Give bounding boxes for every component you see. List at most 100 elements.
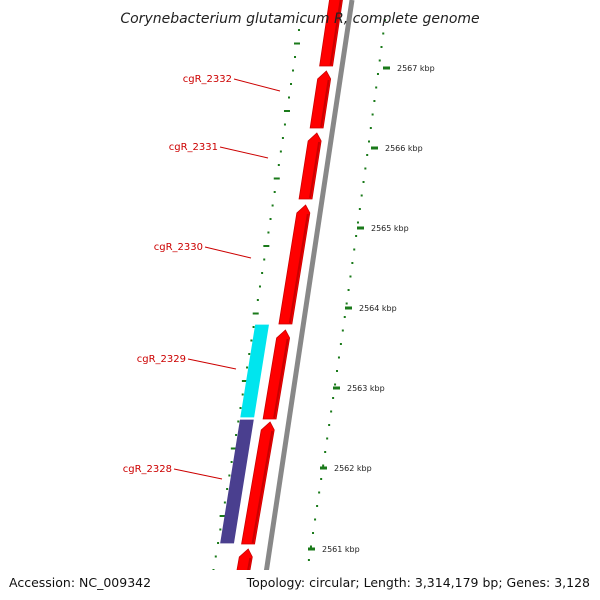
leader-line (233, 78, 281, 92)
kbp-tick-mark (357, 226, 364, 230)
tick-dot (373, 100, 376, 102)
forward-gene-arrow (309, 70, 332, 129)
genome-title: Corynebacterium glutamicum R, complete g… (120, 11, 479, 27)
kbp-tick-label: 2567 kbp (397, 64, 435, 73)
tick-dot (256, 299, 259, 301)
tick-dot (246, 366, 249, 369)
leader-line (187, 358, 237, 370)
tick-dot (345, 302, 348, 305)
tick-dot (349, 275, 352, 278)
tick-dot (358, 208, 361, 210)
kbp-tick-mark (308, 547, 315, 551)
tick-dot (277, 164, 280, 166)
gene-label-cgR_2329: cgR_2329 (137, 354, 186, 365)
gene-shading (251, 430, 274, 544)
tick-dot (320, 478, 323, 480)
kbp-tick-label: 2566 kbp (385, 144, 423, 153)
gene-shading (273, 338, 289, 419)
reverse-strand-genes (220, 324, 269, 544)
tick-dot (263, 245, 270, 247)
tick-dot (241, 393, 244, 396)
forward-gene-arrow (298, 132, 322, 200)
tick-dot (364, 167, 367, 170)
gene-shading (329, 0, 342, 66)
gene-label-cgR_2332: cgR_2332 (183, 74, 232, 85)
tick-dot (324, 451, 327, 453)
gene-label-cgR_2330: cgR_2330 (154, 242, 203, 253)
tick-dot (283, 123, 286, 126)
gene-shading (309, 141, 321, 199)
tick-dot (228, 474, 231, 477)
tick-dot (219, 528, 222, 531)
tick-dot (341, 329, 344, 332)
tick-dot (332, 397, 335, 399)
tick-dot (269, 218, 272, 220)
tick-dot (351, 262, 354, 264)
tick-dot (297, 29, 300, 31)
tick-dot (235, 434, 238, 436)
tick-dot (309, 545, 312, 548)
tick-dot (230, 461, 233, 463)
tick-dot (369, 127, 372, 129)
tick-dot (281, 137, 284, 139)
tick-dot (248, 353, 251, 355)
tick-dot (334, 383, 337, 386)
gene-shading (288, 213, 309, 324)
tick-dot (362, 181, 365, 183)
tick-dot (241, 380, 248, 382)
tick-dot (271, 204, 274, 207)
kbp-tick-mark (383, 66, 390, 70)
tick-dot (318, 491, 321, 494)
backbone-line (259, 0, 355, 600)
tick-dot (328, 424, 331, 426)
tick-dot (330, 410, 333, 413)
tick-dot (312, 532, 315, 534)
kbp-tick-label: 2562 kbp (334, 464, 372, 473)
tick-dot (347, 289, 350, 291)
tick-dot (380, 46, 383, 48)
kbp-ticks: 2567 kbp 2566 kbp 2565 kbp 2564 kbp 2563 kbp… (308, 64, 435, 554)
backbone-highlight (255, 0, 347, 600)
tick-dot (230, 447, 237, 450)
tick-dot (263, 258, 266, 261)
tick-dot (252, 312, 259, 315)
reverse-gene-purple (220, 419, 254, 544)
kbp-tick-mark (345, 306, 352, 310)
tick-dot (252, 326, 255, 328)
tick-dot (322, 464, 325, 467)
kbp-tick-label: 2564 kbp (359, 304, 397, 313)
leader-line (219, 146, 269, 159)
forward-gene-arrow (319, 0, 343, 67)
tick-dot (316, 505, 319, 507)
tick-dot (283, 110, 290, 112)
tick-dot (290, 83, 293, 85)
tick-dot (219, 515, 226, 517)
kbp-tick-mark (320, 466, 327, 470)
tick-dot (376, 73, 379, 75)
topology-text: Topology: circular; Length: 3,314,179 bp… (246, 575, 590, 590)
reverse-gene-cyan (240, 324, 269, 418)
tick-dot (368, 140, 371, 143)
tick-dot (383, 19, 386, 21)
forward-gene-arrow (262, 329, 291, 420)
kbp-tick-mark (371, 146, 378, 150)
tick-dot (258, 285, 261, 288)
leader-line (204, 246, 252, 259)
tick-dot (366, 154, 369, 156)
tick-dot (294, 42, 301, 45)
tick-dot (337, 356, 340, 359)
tick-dot (217, 542, 220, 544)
tick-dot (336, 370, 339, 372)
forward-gene-arrow (241, 421, 275, 545)
tick-dot (267, 231, 270, 234)
tick-dot (226, 488, 229, 490)
leader-line (173, 468, 223, 480)
tick-dot (307, 559, 310, 561)
kbp-tick-label: 2565 kbp (371, 224, 409, 233)
forward-strand-genes (231, 0, 343, 600)
gene-label-cgR_2328: cgR_2328 (123, 464, 172, 475)
tick-dot (371, 113, 374, 116)
tick-dot (273, 191, 276, 193)
tick-dot (239, 407, 242, 409)
